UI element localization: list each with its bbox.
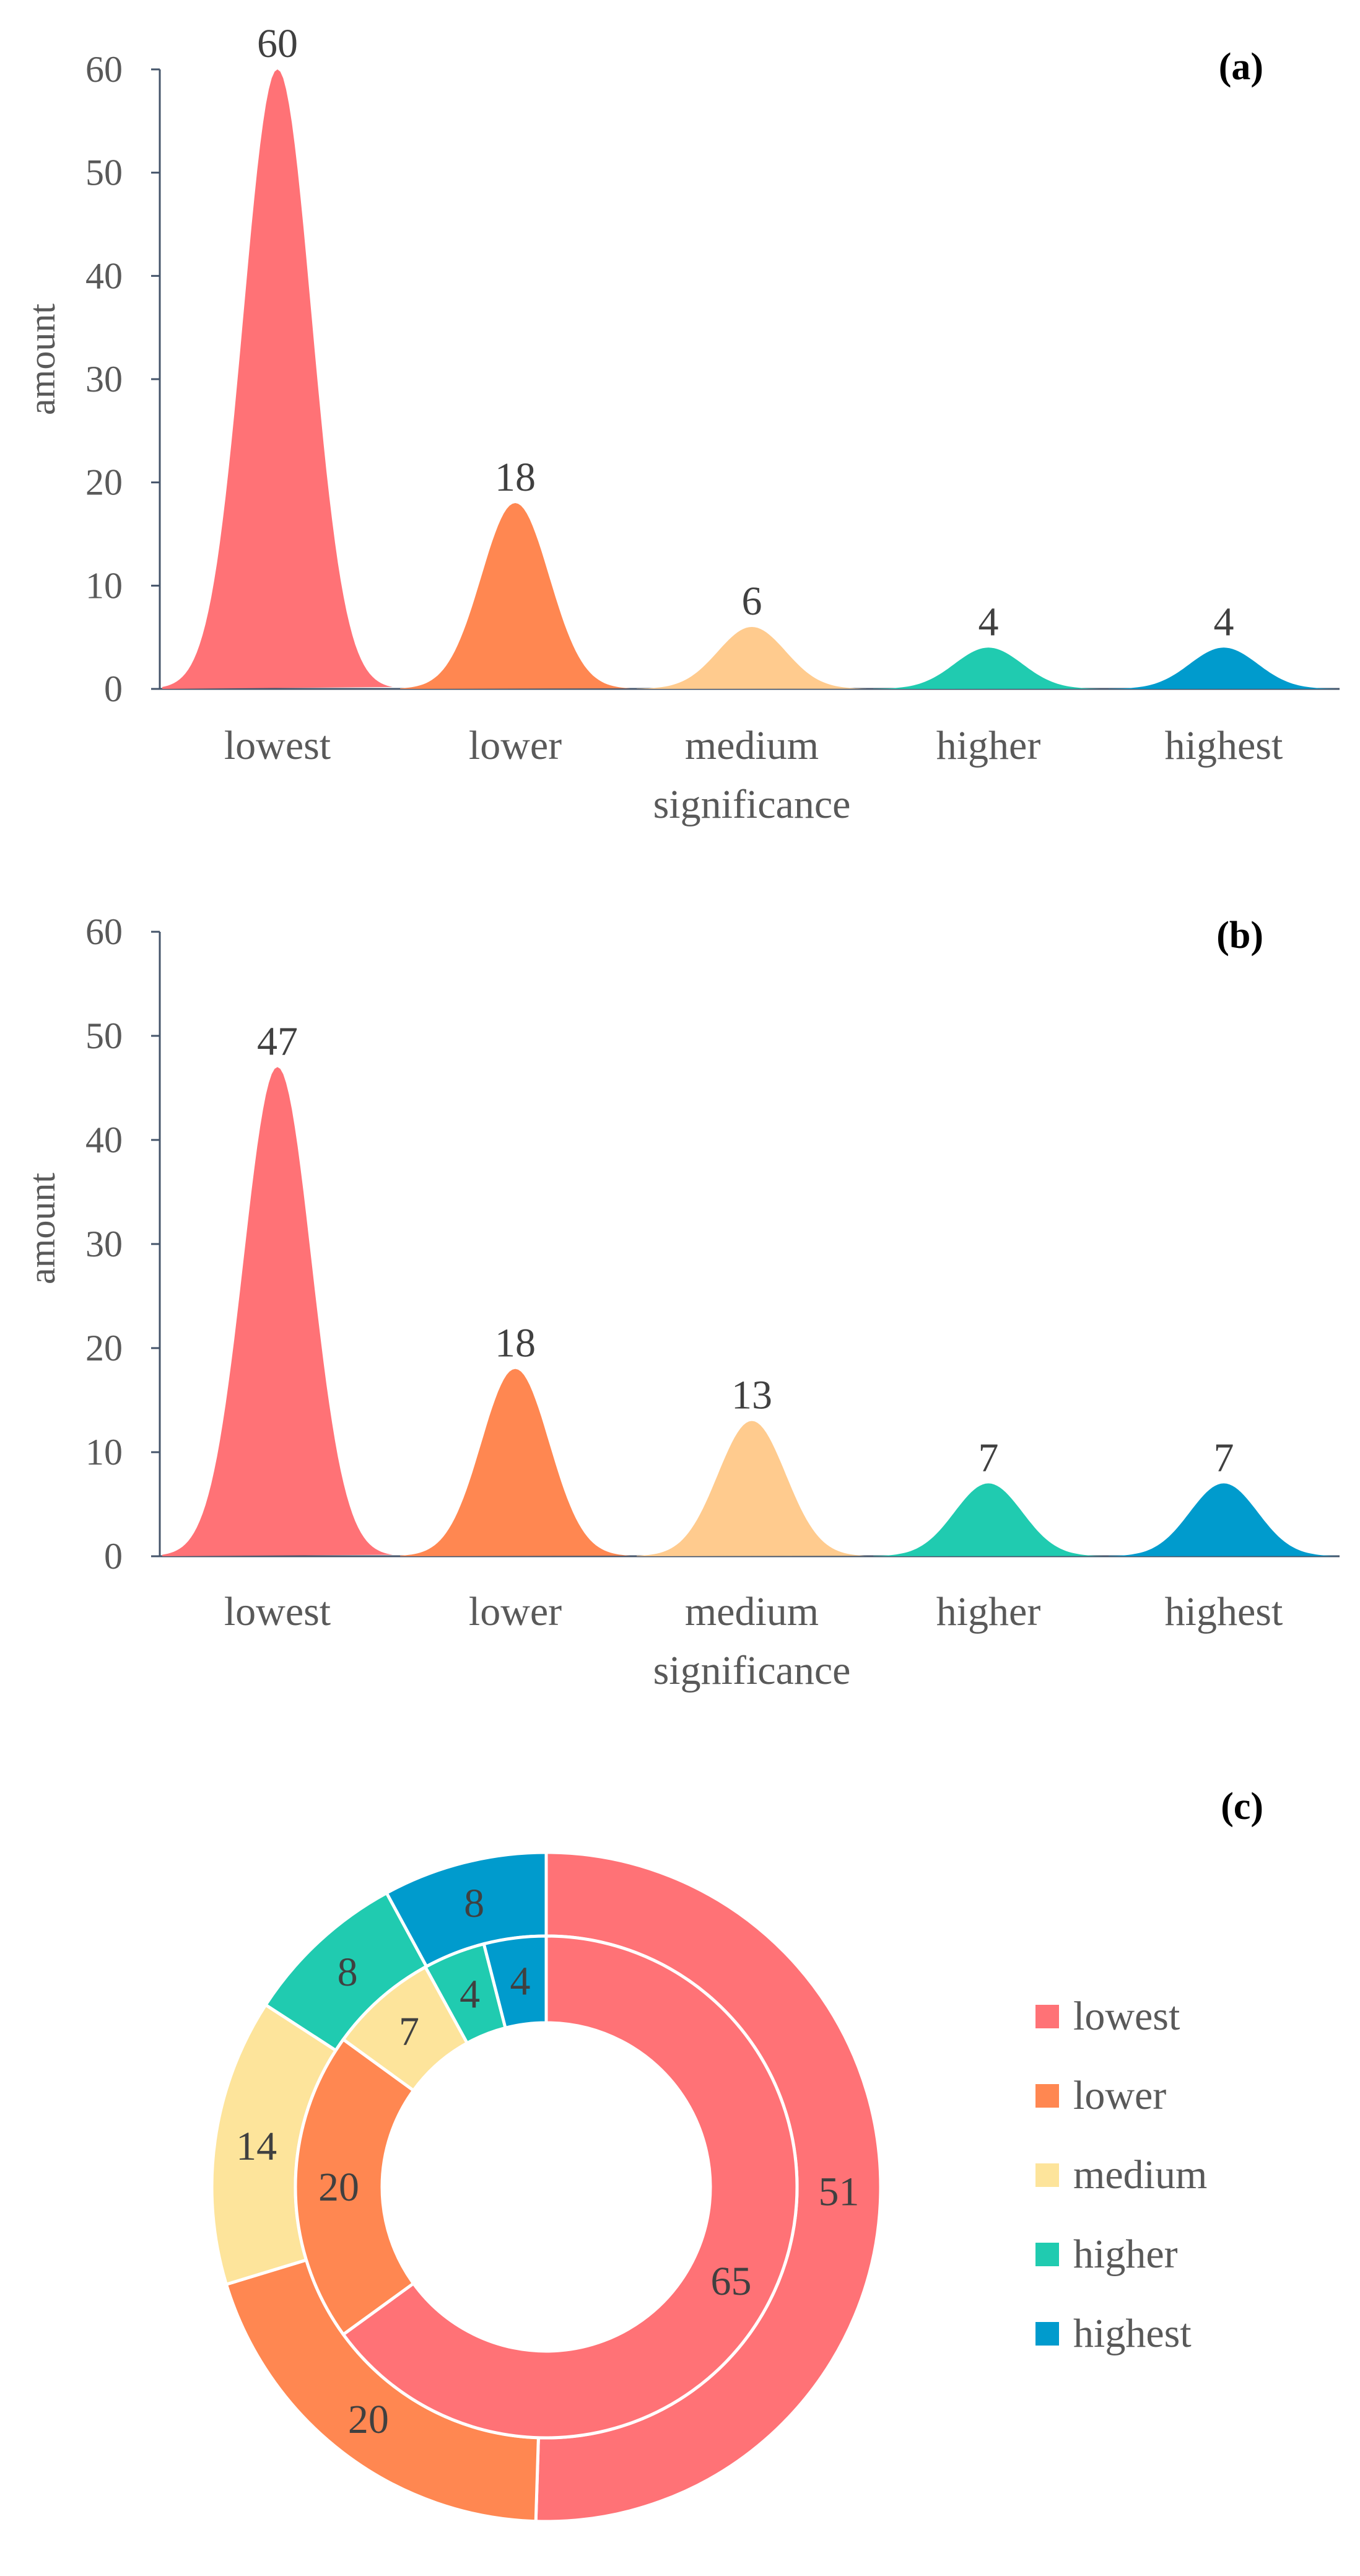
area-peak-lower xyxy=(400,503,630,689)
y-tick-label: 50 xyxy=(85,152,123,193)
legend-label-higher: higher xyxy=(1073,2232,1178,2277)
y-tick-label: 40 xyxy=(85,255,123,296)
inner-ring-slice-lower xyxy=(294,2037,416,2337)
x-category-label: medium xyxy=(685,723,819,768)
legend-label-lowest: lowest xyxy=(1073,1994,1180,2039)
x-category-label: highest xyxy=(1165,1589,1283,1634)
panel-a-y-axis-title: amount xyxy=(22,304,63,415)
y-tick-label: 20 xyxy=(85,462,123,503)
legend-label-highest: highest xyxy=(1073,2311,1192,2356)
panel-c-label: (c) xyxy=(1221,1785,1263,1828)
y-tick-label: 50 xyxy=(85,1015,123,1056)
inner-ring-label-higher: 4 xyxy=(460,1972,480,2017)
data-label-lowest: 47 xyxy=(257,1019,298,1064)
panel-a-chart: (a) amount 0 10 20 30 40 50 60 60 lowest 18 lower 6… xyxy=(22,21,1340,827)
area-peak-highest xyxy=(1109,1483,1339,1556)
y-tick-label: 40 xyxy=(85,1119,123,1160)
y-tick-label: 60 xyxy=(85,49,123,90)
panel-a-label: (a) xyxy=(1219,46,1263,88)
x-category-label: lower xyxy=(469,723,562,768)
inner-ring-label-highest: 4 xyxy=(510,1959,531,2004)
data-label-higher: 7 xyxy=(979,1435,999,1480)
area-peak-medium xyxy=(637,627,867,689)
inner-ring-slice-highest xyxy=(482,1934,548,2030)
data-label-medium: 6 xyxy=(742,579,762,624)
y-tick-label: 0 xyxy=(104,668,123,709)
area-peak-higher xyxy=(873,647,1104,689)
x-category-label-line2: significance xyxy=(653,1648,851,1693)
inner-ring-label-medium: 7 xyxy=(399,2009,419,2054)
x-category-label: higher xyxy=(936,1589,1041,1634)
data-label-lowest: 60 xyxy=(257,21,298,66)
x-category-label: lower xyxy=(469,1589,562,1634)
legend-swatch-higher xyxy=(1035,2243,1059,2266)
x-category-label: lowest xyxy=(224,723,331,768)
y-tick-label: 0 xyxy=(104,1536,123,1577)
inner-ring-label-lower: 20 xyxy=(318,2165,359,2210)
panel-b-y-axis-title: amount xyxy=(22,1173,63,1284)
data-label-higher: 4 xyxy=(979,599,999,644)
x-category-label: higher xyxy=(936,723,1041,768)
panel-b-chart: (b) amount 0 10 20 30 40 50 60 47 lowest 18 lower 1… xyxy=(22,911,1340,1693)
area-peak-medium xyxy=(637,1421,867,1556)
data-label-highest: 4 xyxy=(1214,599,1234,644)
legend-swatch-highest xyxy=(1035,2322,1059,2346)
area-peak-lowest xyxy=(162,69,393,689)
data-label-lower: 18 xyxy=(495,1321,536,1366)
outer-ring-label-lowest: 51 xyxy=(818,2169,859,2214)
panel-b-label: (b) xyxy=(1216,914,1263,957)
inner-ring-label-lowest: 65 xyxy=(710,2259,751,2304)
outer-ring-label-lower: 20 xyxy=(348,2397,389,2442)
area-peak-lower xyxy=(400,1369,630,1556)
legend-swatch-medium xyxy=(1035,2163,1059,2187)
x-category-label: highest xyxy=(1165,723,1283,768)
area-peak-higher xyxy=(873,1483,1104,1556)
outer-ring-label-higher: 8 xyxy=(338,1950,358,1995)
legend-label-lower: lower xyxy=(1073,2073,1166,2118)
legend: lowest lower medium higher highest xyxy=(1035,1994,1207,2356)
y-tick-label: 30 xyxy=(85,1224,123,1264)
data-label-medium: 13 xyxy=(731,1373,772,1418)
legend-label-medium: medium xyxy=(1073,2152,1207,2197)
y-tick-label: 10 xyxy=(85,1432,123,1473)
legend-swatch-lower xyxy=(1035,2084,1059,2108)
data-label-highest: 7 xyxy=(1214,1435,1234,1480)
area-peak-highest xyxy=(1109,647,1339,689)
inner-ring-slice-lowest xyxy=(341,1934,799,2440)
y-tick-label: 10 xyxy=(85,565,123,606)
y-tick-label: 20 xyxy=(85,1328,123,1369)
data-label-lower: 18 xyxy=(495,455,536,500)
x-category-label: medium xyxy=(685,1589,819,1634)
area-peak-lowest xyxy=(162,1067,393,1556)
legend-swatch-lowest xyxy=(1035,2005,1059,2028)
x-category-label-line2: significance xyxy=(653,782,851,827)
y-tick-label: 30 xyxy=(85,359,123,400)
x-category-label: lowest xyxy=(224,1589,331,1634)
outer-ring-label-medium: 14 xyxy=(236,2124,277,2169)
outer-ring-label-highest: 8 xyxy=(464,1881,484,1926)
y-tick-label: 60 xyxy=(85,911,123,952)
